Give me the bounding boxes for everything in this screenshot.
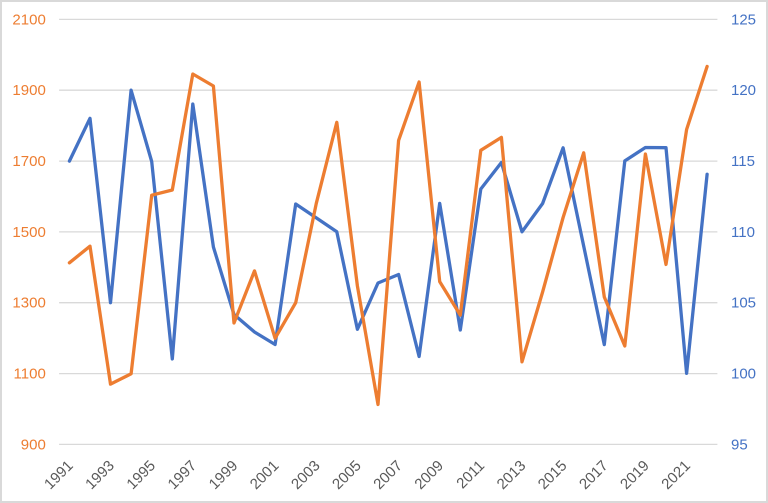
- svg-text:100: 100: [731, 366, 756, 383]
- svg-text:2100: 2100: [12, 11, 45, 28]
- svg-text:120: 120: [731, 82, 756, 99]
- svg-text:1500: 1500: [12, 224, 45, 241]
- svg-text:110: 110: [731, 224, 755, 241]
- svg-text:1900: 1900: [12, 82, 45, 99]
- svg-text:1300: 1300: [12, 295, 45, 312]
- svg-text:95: 95: [731, 436, 748, 453]
- svg-text:125: 125: [731, 11, 756, 28]
- svg-text:115: 115: [731, 153, 755, 170]
- svg-text:900: 900: [21, 436, 46, 453]
- svg-text:1100: 1100: [14, 366, 46, 383]
- svg-text:1700: 1700: [12, 153, 45, 170]
- svg-text:105: 105: [731, 295, 756, 312]
